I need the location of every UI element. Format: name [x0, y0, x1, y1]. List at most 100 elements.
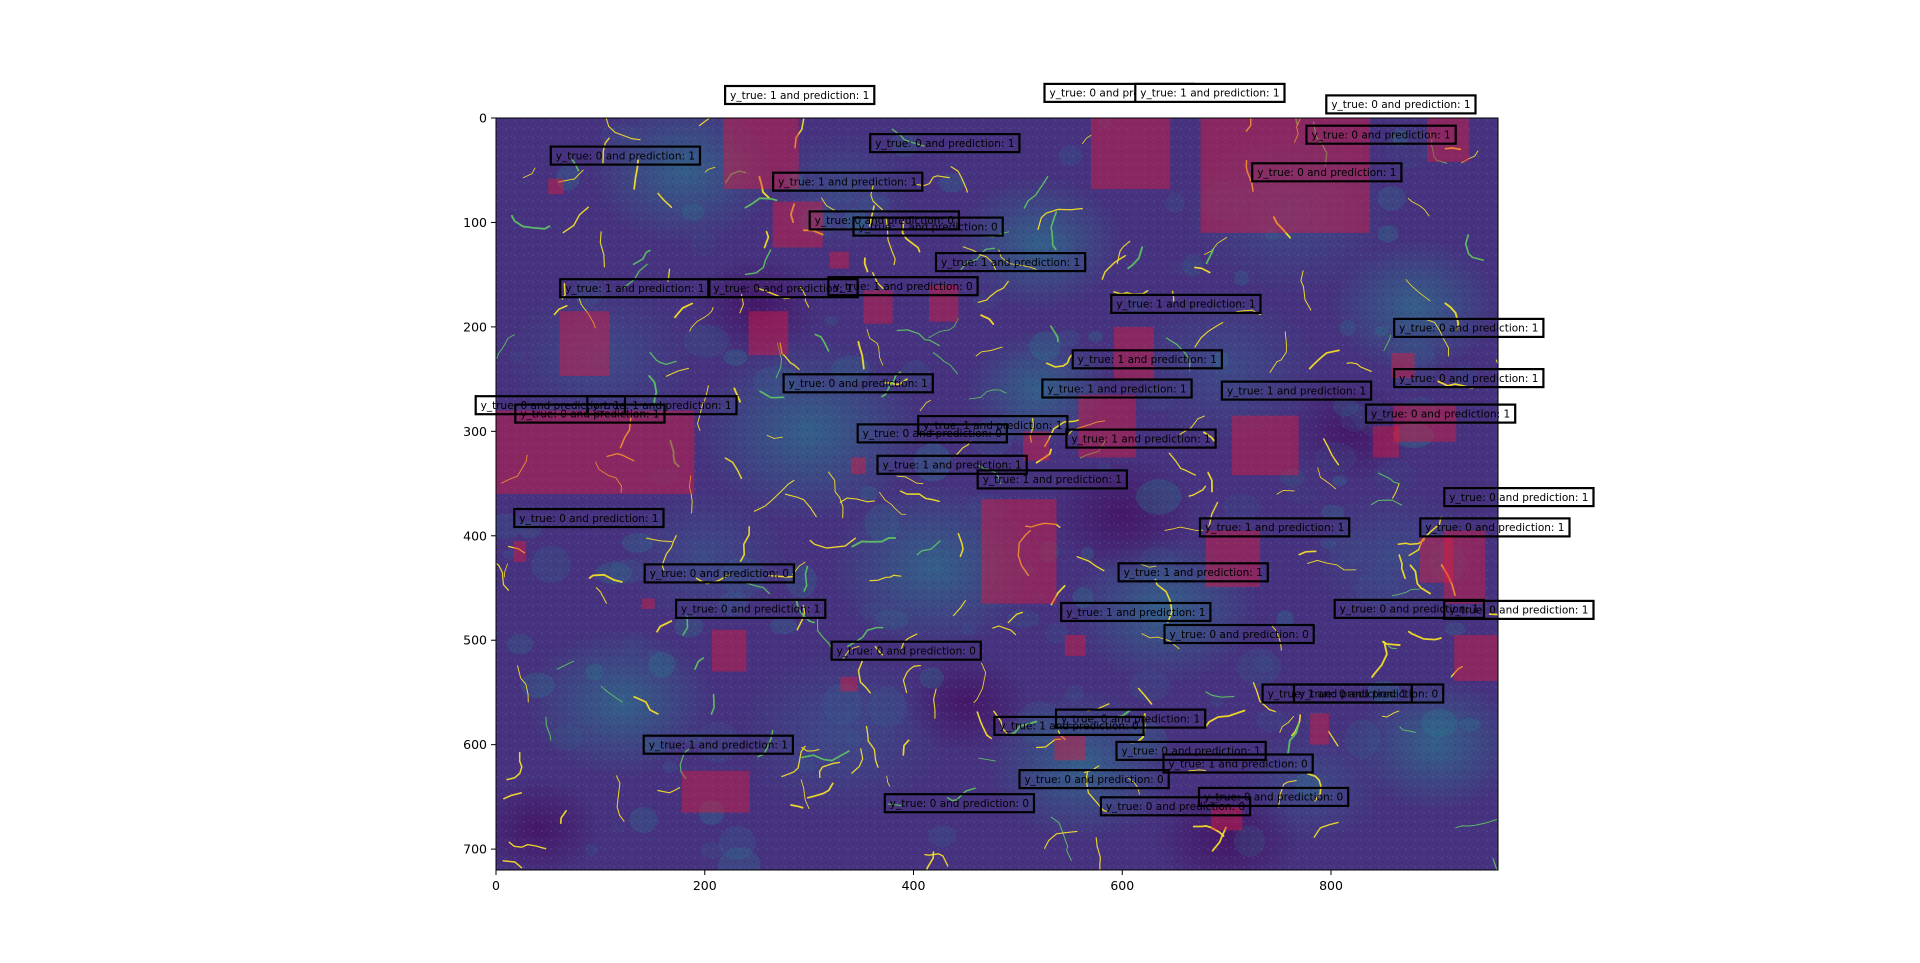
annotation-box — [1099, 796, 1252, 817]
prediction-region-28 — [1454, 635, 1498, 681]
annotation-text: y_true: 0 and prediction: 0 — [1106, 801, 1245, 813]
annotation-text: y_true: 1 and prediction: 1 — [730, 90, 869, 102]
annotation-text: y_true: 1 and prediction: 1 — [941, 257, 1080, 269]
annotation-text: y_true: 0 and prediction: 1 — [1371, 408, 1510, 420]
annotation-box — [883, 793, 1036, 814]
y-tick-label: 100 — [463, 215, 487, 230]
annotation-text: y_true: 1 and prediction: 1 — [1071, 433, 1210, 445]
annotation-text: y_true: 0 and prediction: 0 — [863, 428, 1002, 440]
prediction-region-2 — [1200, 118, 1370, 233]
annotation-text: y_true: 1 and prediction: 0 — [833, 281, 972, 293]
annotation-box — [1251, 162, 1403, 183]
x-tick-label: 400 — [902, 878, 926, 893]
annotation-box — [642, 734, 795, 755]
prediction-region-30 — [1310, 713, 1329, 745]
y-tick-label: 300 — [463, 424, 487, 439]
annotation-text: y_true: 0 and prediction: 0 — [1204, 792, 1343, 804]
annotation-box — [1364, 403, 1517, 424]
annotation-label: y_true: 1 and prediction: 1 — [1065, 428, 1217, 449]
annotation-label: y_true: 0 and prediction: 1 — [514, 403, 666, 424]
prediction-region-22 — [513, 541, 527, 562]
annotation-box — [1305, 124, 1457, 145]
annotation-label: y_true: 0 and prediction: 1 — [782, 373, 934, 394]
annotation-text: y_true: 1 and prediction: 1 — [649, 739, 788, 751]
prediction-region-4 — [548, 178, 564, 195]
annotation-text: y_true: 0 and prediction: 1 — [1449, 605, 1588, 617]
annotation-text: y_true: 1 and prediction: 1 — [1116, 299, 1255, 311]
annotation-label: y_true: 0 and prediction: 1 — [1443, 487, 1595, 508]
annotation-text: y_true: 0 and prediction: 1 — [1449, 492, 1588, 504]
y-tick-label: 0 — [479, 111, 487, 126]
annotation-label: y_true: 1 and prediction: 0 — [993, 715, 1145, 737]
annotation-text: y_true: 0 and prediction: 1 — [1311, 130, 1450, 142]
annotation-label: y_true: 1 and prediction: 1 — [1041, 378, 1193, 399]
annotation-box — [1060, 601, 1212, 623]
prediction-region-16 — [1231, 415, 1299, 476]
prediction-region-27 — [1064, 635, 1086, 656]
annotation-box — [1220, 380, 1373, 401]
axes-frame — [495, 117, 1499, 871]
annotation-box — [1041, 378, 1193, 399]
prediction-region-31 — [1054, 734, 1086, 761]
prediction-region-0 — [723, 118, 799, 190]
y-tick-label: 500 — [463, 633, 487, 648]
annotation-box — [514, 403, 666, 424]
y-tick-label: 700 — [463, 842, 487, 857]
annotation-label: y_true: 1 and prediction: 1 — [723, 84, 876, 106]
annotation-text: y_true: 1 and prediction: 1 — [1227, 385, 1366, 397]
annotation-text: y_true: 0 and prediction: 1 — [1257, 167, 1396, 179]
annotation-label: y_true: 1 and prediction: 1 — [642, 734, 795, 755]
annotation-label: y_true: 0 and prediction: 0 — [856, 423, 1009, 444]
annotation-label: y_true: 0 and prediction: 1 — [707, 278, 859, 299]
annotation-box — [856, 423, 1009, 444]
prediction-region-29 — [840, 676, 858, 692]
annotation-label: y_true: 0 and prediction: 1 — [674, 598, 827, 620]
annotation-box — [513, 507, 665, 529]
annotation-text: y_true: 0 and prediction: 0 — [650, 568, 789, 580]
annotation-box — [782, 373, 934, 394]
annotation-label: y_true: 1 and prediction: 0 — [852, 216, 1004, 237]
prediction-region-25 — [642, 598, 655, 609]
x-axis: 0 200 400 600 800 — [492, 870, 1343, 893]
annotation-box — [934, 252, 1087, 273]
annotation-box — [1393, 317, 1545, 338]
annotation-text: y_true: 0 and prediction: 1 — [1399, 373, 1538, 385]
prediction-region-21 — [1205, 530, 1261, 587]
annotation-label: y_true: 1 and prediction: 1 — [1071, 349, 1223, 370]
annotation-text: y_true: 1 and prediction: 1 — [1124, 567, 1263, 579]
annotation-box — [1110, 293, 1262, 314]
annotation-label: y_true: 1 and prediction: 1 — [1117, 562, 1269, 583]
annotation-box — [1018, 768, 1170, 790]
y-tick-label: 600 — [463, 737, 487, 752]
annotation-box — [869, 133, 1021, 154]
annotation-box — [1065, 428, 1217, 449]
prediction-region-8 — [748, 311, 789, 356]
annotation-text: y_true: 1 and prediction: 1 — [1268, 688, 1407, 700]
prediction-region-10 — [929, 285, 959, 322]
annotation-box — [1333, 598, 1485, 620]
annotation-text: y_true: 1 and prediction: 0 — [999, 721, 1138, 733]
annotation-text: y_true: 1 and prediction: 1 — [923, 420, 1062, 432]
annotation-box — [1443, 487, 1595, 508]
annotation-box — [1443, 599, 1595, 621]
annotation-box — [876, 454, 1028, 475]
annotation-label: y_true: 0 and prediction: 1 — [1393, 317, 1545, 338]
annotation-text: y_true: 1 and prediction: 0 — [858, 221, 997, 233]
annotation-label: y_true: 0 and prediction: 0 — [830, 640, 982, 661]
annotation-label: y_true: 1 and prediction: 1 — [1134, 82, 1286, 104]
annotation-label: y_true: 0 and prediction: 1 — [869, 133, 1021, 154]
prediction-region-23 — [1419, 535, 1454, 583]
annotation-label: y_true: 1 and prediction: 0 — [827, 276, 979, 297]
annotation-text: y_true: 0 and prediction: 1 — [520, 408, 659, 420]
annotation-label: y_true: 1 and prediction: 1 — [976, 469, 1129, 490]
prediction-region-32 — [681, 770, 750, 813]
annotation-box — [1115, 740, 1267, 762]
prediction-region-6 — [830, 251, 849, 269]
annotation-text: y_true: 1 and prediction: 1 — [883, 460, 1022, 472]
prediction-region-19 — [850, 457, 866, 475]
prediction-region-26 — [712, 629, 747, 672]
prediction-region-13 — [496, 410, 695, 494]
annotation-text: y_true: 0 and prediction: 0 — [890, 798, 1029, 810]
annotation-text: y_true: 1 and prediction: 1 — [778, 177, 917, 189]
